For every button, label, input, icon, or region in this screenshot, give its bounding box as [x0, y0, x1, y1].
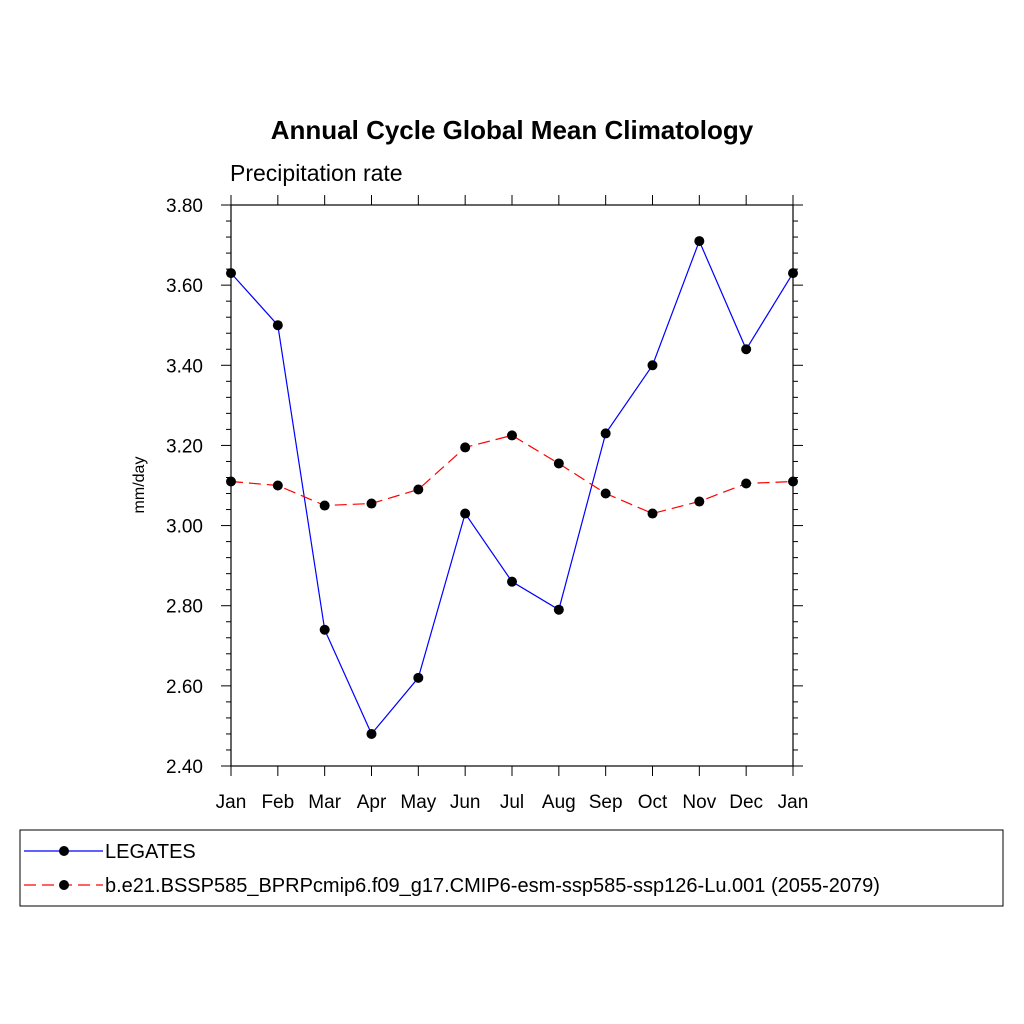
series-line-2 — [230, 434, 794, 515]
series-2-point — [553, 458, 564, 469]
series-2-point — [272, 480, 283, 491]
series-1-point — [600, 428, 611, 439]
chart-subtitle: Precipitation rate — [230, 160, 403, 186]
y-axis-label: mm/day — [131, 457, 148, 514]
series-1-point — [460, 508, 471, 519]
series-1-point — [226, 268, 236, 279]
x-tick-label: Jan — [778, 792, 809, 813]
y-tick-label: 3.80 — [166, 196, 203, 217]
series-1-point — [694, 236, 705, 247]
series-2-point — [741, 478, 752, 489]
series-2-point — [319, 500, 330, 511]
series-layer — [226, 236, 798, 739]
series-2-point — [413, 484, 424, 495]
x-tick-label: May — [400, 792, 436, 813]
legend-marker-1 — [59, 846, 69, 856]
y-tick-label: 2.80 — [166, 597, 203, 618]
series-1-point — [647, 360, 658, 371]
series-1-point — [413, 672, 424, 683]
legend-box — [19, 829, 1004, 907]
x-tick-label: Apr — [357, 792, 387, 813]
axis-ticks — [221, 195, 803, 776]
legend-label-1: LEGATES — [105, 841, 196, 863]
x-tick-label: Jul — [500, 792, 524, 813]
legend-label-2: b.e21.BSSP585_BPRPcmip6.f09_g17.CMIP6-es… — [105, 875, 880, 897]
series-2-point — [366, 498, 377, 509]
y-tick-label: 2.40 — [166, 757, 203, 778]
series-line-1 — [230, 239, 794, 736]
x-tick-label: Aug — [542, 792, 576, 813]
series-2-point — [647, 508, 658, 519]
series-1-point — [788, 268, 798, 279]
x-tick-label: Oct — [638, 792, 668, 813]
series-1-point — [366, 728, 377, 739]
x-tick-label: Nov — [682, 792, 716, 813]
y-tick-label: 3.00 — [166, 517, 203, 538]
plot-frame — [230, 204, 794, 767]
legend: LEGATES b.e21.BSSP585_BPRPcmip6.f09_g17.C… — [24, 841, 880, 897]
series-1-point — [507, 576, 517, 587]
y-tick-label: 3.20 — [166, 436, 203, 457]
y-tick-label: 3.60 — [166, 276, 203, 297]
x-tick-label: Jan — [216, 792, 247, 813]
series-2-point — [507, 430, 517, 441]
series-2-point — [226, 476, 236, 487]
series-1-point — [741, 344, 752, 355]
y-tick-label: 2.60 — [166, 677, 203, 698]
series-2-point — [600, 488, 611, 499]
x-tick-label: Jun — [450, 792, 481, 813]
series-2-point — [694, 496, 705, 507]
x-tick-label: Sep — [589, 792, 623, 813]
x-tick-label: Feb — [261, 792, 294, 813]
chart-title: Annual Cycle Global Mean Climatology — [271, 115, 754, 145]
series-2-point — [788, 476, 798, 487]
series-1-point — [553, 604, 564, 615]
series-1-point — [319, 624, 330, 635]
tick-labels: Jan Feb Mar Apr May Jun Jul Aug Sep Oct Nov Dec Jan 2… — [166, 196, 808, 813]
x-tick-label: Dec — [729, 792, 763, 813]
legend-marker-2 — [59, 880, 69, 890]
series-2-point — [460, 442, 471, 453]
x-tick-label: Mar — [308, 792, 341, 813]
y-tick-label: 3.40 — [166, 356, 203, 377]
series-1-point — [272, 320, 283, 331]
